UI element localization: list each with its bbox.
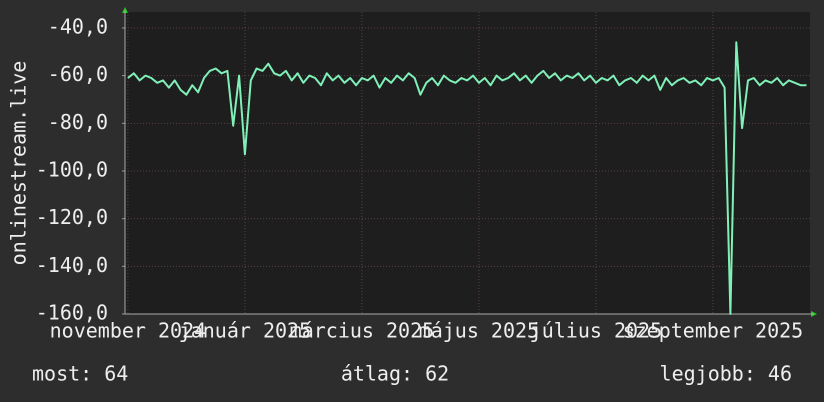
y-tick-label: -80,0 [48, 110, 108, 134]
x-tick-label: július 2025 [530, 319, 662, 343]
y-axis-label: onlinestream.live [7, 61, 31, 266]
y-tick-label: -100,0 [36, 157, 108, 181]
x-tick-label: november 2024 [50, 319, 207, 343]
data-line [127, 41, 807, 315]
y-tick-label: -60,0 [48, 62, 108, 86]
x-tick-label: május 2025 [419, 319, 539, 343]
y-tick-label: -120,0 [36, 205, 108, 229]
plot-area [125, 12, 810, 314]
footer-current: most: 64 [32, 362, 128, 386]
footer-best: legjobb: 46 [660, 362, 792, 386]
x-tick-label: január 2025 [179, 319, 311, 343]
footer-average: átlag: 62 [341, 362, 449, 386]
x-tick-label: szeptember 2025 [623, 319, 804, 343]
x-tick-label: március 2025 [290, 319, 435, 343]
y-tick-label: -160,0 [36, 301, 108, 325]
y-tick-label: -140,0 [36, 253, 108, 277]
y-tick-label: -40,0 [48, 14, 108, 38]
